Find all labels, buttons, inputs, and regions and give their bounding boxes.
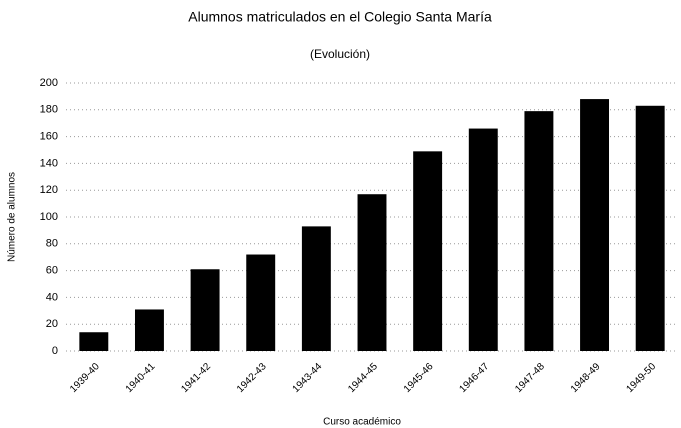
y-tick-label: 180 [40, 104, 58, 116]
x-tick-label: 1946-47 [458, 361, 492, 395]
y-tick-label: 0 [52, 345, 58, 357]
x-tick-label: 1949-50 [624, 361, 658, 395]
x-tick-label: 1947-48 [513, 361, 547, 395]
bar [134, 309, 164, 351]
bar [357, 194, 387, 351]
x-tick-label: 1944-45 [346, 361, 380, 395]
y-tick-label: 160 [40, 131, 58, 143]
x-tick-label: 1945-46 [402, 361, 436, 395]
y-tick-label: 20 [46, 318, 58, 330]
bar [79, 332, 109, 351]
bar [413, 151, 443, 351]
bar [246, 254, 276, 351]
bar [190, 269, 220, 351]
bar [635, 105, 665, 351]
y-tick-label: 120 [40, 184, 58, 196]
chart-title: Alumnos matriculados en el Colegio Santa… [188, 9, 492, 25]
y-tick-label: 140 [40, 157, 58, 169]
y-tick-label: 40 [46, 291, 58, 303]
y-tick-label: 80 [46, 238, 58, 250]
x-tick-label: 1942-43 [235, 361, 269, 395]
x-tick-label: 1940-41 [124, 361, 158, 395]
y-tick-label: 100 [40, 211, 58, 223]
x-axis-title: Curso académico [323, 417, 401, 428]
x-tick-label: 1948-49 [569, 361, 603, 395]
y-axis-title: Número de alumnos [7, 172, 18, 262]
chart-subtitle: (Evolución) [310, 47, 370, 61]
y-tick-label: 60 [46, 265, 58, 277]
bar [301, 226, 331, 351]
bar [524, 111, 554, 351]
x-tick-label: 1941-42 [179, 361, 213, 395]
x-tick-label: 1943-44 [291, 361, 325, 395]
bar [468, 128, 498, 351]
y-tick-label: 200 [40, 77, 58, 89]
bar [580, 99, 610, 351]
x-tick-label: 1939-40 [68, 361, 102, 395]
